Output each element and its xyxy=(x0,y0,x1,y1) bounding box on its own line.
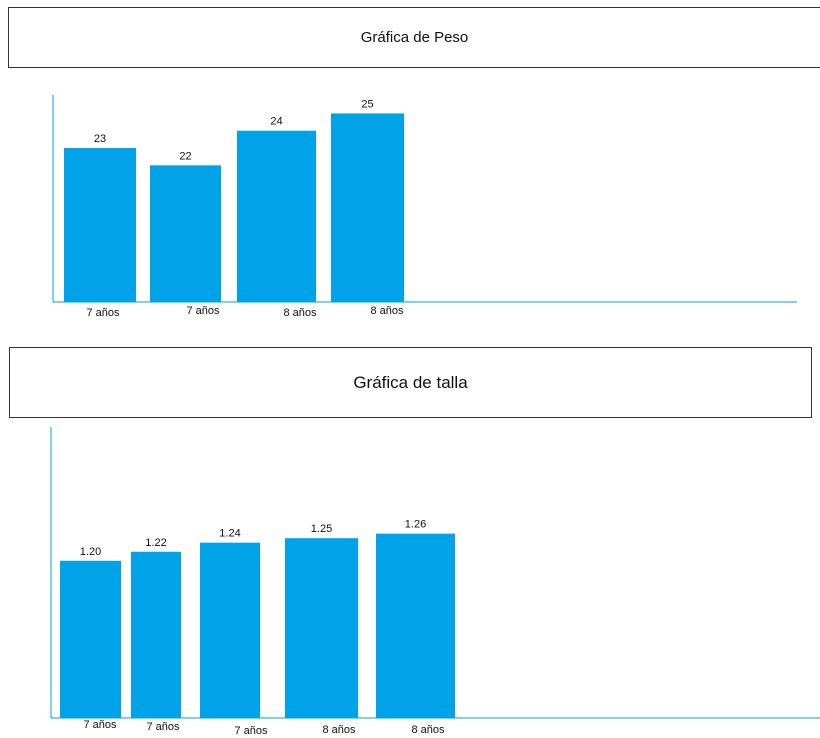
talla-bar-2 xyxy=(131,551,181,718)
talla-bar-1 xyxy=(60,560,121,718)
peso-bar-3 xyxy=(237,130,316,302)
talla-bar-5 xyxy=(376,533,455,718)
peso-bar-1 xyxy=(64,148,136,302)
talla-category-label-5: 8 años xyxy=(411,724,445,736)
peso-bar-chart: 23 7 años 22 7 años 24 8 años 25 8 años xyxy=(52,95,797,319)
peso-category-label-1: 7 años xyxy=(86,307,120,319)
peso-value-label-3: 24 xyxy=(270,116,282,128)
peso-value-label-1: 23 xyxy=(94,133,106,145)
talla-value-label-1: 1.20 xyxy=(80,546,101,558)
peso-category-label-2: 7 años xyxy=(186,305,220,317)
talla-category-label-4: 8 años xyxy=(322,724,356,736)
peso-value-label-4: 25 xyxy=(361,98,373,110)
talla-chart-title-box: Gráfica de talla xyxy=(9,347,812,418)
peso-chart-title-box: Gráfica de Peso xyxy=(8,7,820,68)
talla-value-label-4: 1.25 xyxy=(311,523,332,535)
talla-category-label-1: 7 años xyxy=(83,719,117,731)
talla-category-label-3: 7 años xyxy=(234,725,268,737)
talla-chart-title: Gráfica de talla xyxy=(353,372,468,392)
talla-value-label-2: 1.22 xyxy=(145,537,166,549)
talla-value-label-3: 1.24 xyxy=(219,528,240,540)
peso-category-label-3: 8 años xyxy=(283,307,317,319)
talla-bar-chart: 1.20 7 años 1.22 7 años 1.24 7 años 1.25 8 años… xyxy=(50,427,820,737)
peso-bar-2 xyxy=(150,165,221,302)
talla-value-label-5: 1.26 xyxy=(405,519,426,531)
talla-bar-3 xyxy=(200,542,260,718)
talla-bar-4 xyxy=(285,538,358,718)
peso-value-label-2: 22 xyxy=(179,150,191,162)
peso-bar-4 xyxy=(331,113,404,303)
peso-chart-title: Gráfica de Peso xyxy=(360,29,469,46)
peso-category-label-4: 8 años xyxy=(370,305,404,317)
talla-category-label-2: 7 años xyxy=(146,721,180,733)
